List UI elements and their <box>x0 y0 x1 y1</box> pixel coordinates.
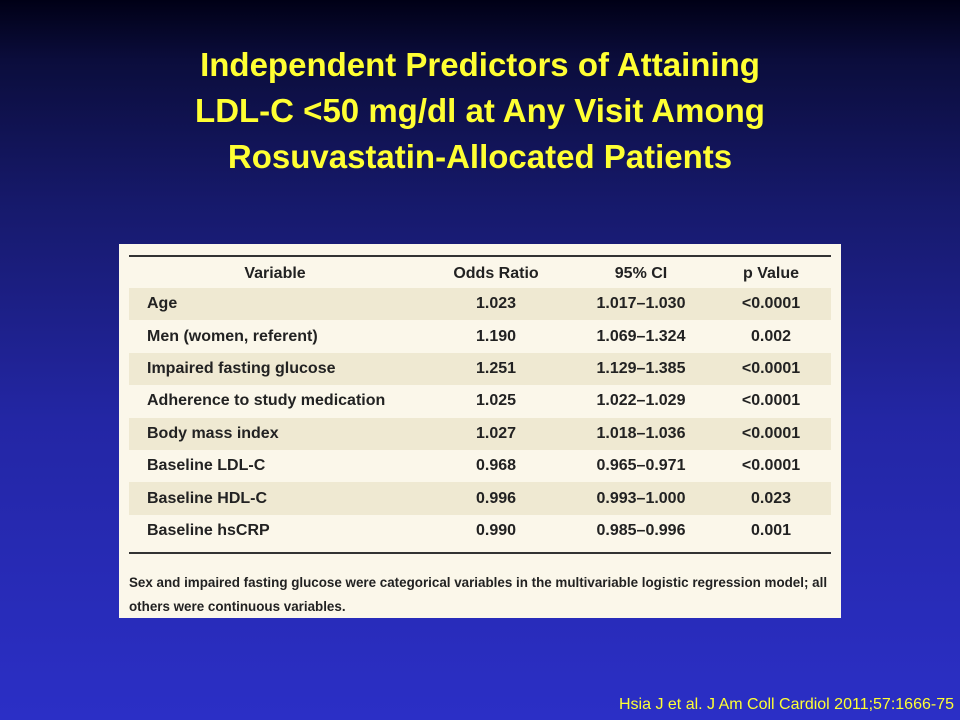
cell-odds-ratio: 0.996 <box>421 482 571 515</box>
cell-variable: Baseline LDL-C <box>129 449 421 483</box>
cell-odds-ratio: 1.251 <box>421 352 571 386</box>
table-top-rule <box>129 255 831 257</box>
cell-p-value: <0.0001 <box>711 288 831 321</box>
table-bottom-rule <box>129 552 831 554</box>
column-header-ci: 95% CI <box>614 264 668 282</box>
cell-odds-ratio: 1.190 <box>421 320 571 353</box>
cell-p-value: 0.001 <box>711 514 831 548</box>
cell-p-value: 0.023 <box>711 482 831 515</box>
cell-ci: 1.018–1.036 <box>571 417 711 450</box>
cell-ci: 1.129–1.385 <box>571 352 711 386</box>
cell-ci: 0.985–0.996 <box>571 514 711 548</box>
odds-ratio-table-card: Variable Odds Ratio 95% CI p Value Age 1.… <box>119 244 841 618</box>
cell-p-value: <0.0001 <box>711 417 831 450</box>
citation: Hsia J et al. J Am Coll Cardiol 2011;57:… <box>619 696 954 713</box>
cell-ci: 0.965–0.971 <box>571 449 711 483</box>
column-header-odds-ratio: Odds Ratio <box>453 264 539 282</box>
cell-odds-ratio: 1.025 <box>421 385 571 418</box>
table-row: Men (women, referent) 1.190 1.069–1.324 0.0… <box>129 320 831 353</box>
cell-ci: 0.993–1.000 <box>571 482 711 515</box>
table-body: Age 1.023 1.017–1.030 <0.0001 Men (women, re… <box>129 288 831 548</box>
cell-p-value: 0.002 <box>711 320 831 353</box>
cell-odds-ratio: 1.027 <box>421 417 571 450</box>
slide-title: Independent Predictors of Attaining LDL-… <box>0 42 960 180</box>
cell-p-value: <0.0001 <box>711 449 831 483</box>
cell-odds-ratio: 0.968 <box>421 449 571 483</box>
cell-p-value: <0.0001 <box>711 352 831 386</box>
cell-variable: Age <box>129 288 421 321</box>
cell-ci: 1.069–1.324 <box>571 320 711 353</box>
cell-p-value: <0.0001 <box>711 385 831 418</box>
table-row: Age 1.023 1.017–1.030 <0.0001 <box>129 288 831 321</box>
cell-ci: 1.017–1.030 <box>571 288 711 321</box>
table-row: Body mass index 1.027 1.018–1.036 <0.0001 <box>129 417 831 450</box>
table-row: Baseline HDL-C 0.996 0.993–1.000 0.023 <box>129 482 831 515</box>
table-row: Impaired fasting glucose 1.251 1.129–1.385… <box>129 352 831 386</box>
cell-variable: Baseline HDL-C <box>129 482 421 515</box>
table-row: Baseline hsCRP 0.990 0.985–0.996 0.001 <box>129 514 831 548</box>
column-header-p-value: p Value <box>742 264 800 282</box>
title-line-2: LDL-C <50 mg/dl at Any Visit Among <box>195 92 765 129</box>
cell-variable: Baseline hsCRP <box>129 514 421 548</box>
cell-variable: Adherence to study medication <box>129 385 421 418</box>
cell-variable: Men (women, referent) <box>129 320 421 353</box>
table-row: Adherence to study medication 1.025 1.022–… <box>129 385 831 418</box>
odds-ratio-table: Variable Odds Ratio 95% CI p Value Age 1.… <box>129 259 831 548</box>
cell-ci: 1.022–1.029 <box>571 385 711 418</box>
column-header-variable: Variable <box>244 264 306 282</box>
cell-odds-ratio: 1.023 <box>421 288 571 321</box>
title-line-1: Independent Predictors of Attaining <box>200 46 760 83</box>
cell-variable: Body mass index <box>129 417 421 450</box>
cell-odds-ratio: 0.990 <box>421 514 571 548</box>
table-footnote: Sex and impaired fasting glucose were ca… <box>129 575 828 614</box>
cell-variable: Impaired fasting glucose <box>129 352 421 386</box>
table-header-row: Variable Odds Ratio 95% CI p Value <box>129 259 831 288</box>
title-line-3: Rosuvastatin-Allocated Patients <box>227 138 733 175</box>
table-row: Baseline LDL-C 0.968 0.965–0.971 <0.0001 <box>129 449 831 483</box>
